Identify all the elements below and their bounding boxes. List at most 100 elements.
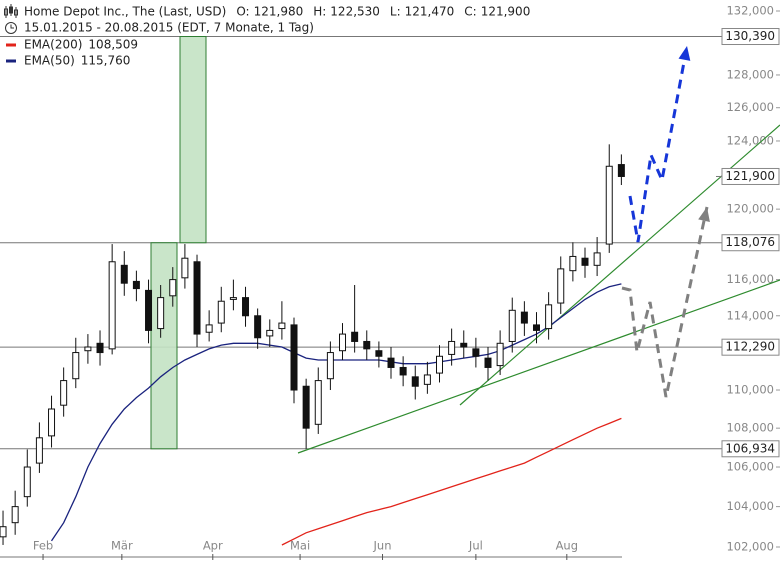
y-tick-label: 116,000	[726, 272, 774, 286]
candle-body	[581, 257, 589, 266]
x-tick-label: Mär	[111, 539, 133, 553]
candle-body	[339, 333, 347, 352]
y-tick-label: 120,000	[726, 202, 774, 216]
y-tick-label: 108,000	[726, 421, 774, 435]
y-tick-label: 132,000	[726, 3, 774, 17]
x-tick-label: Apr	[203, 539, 223, 553]
y-tick-label: 114,000	[726, 308, 774, 322]
candle-body	[181, 257, 189, 279]
stat-value: 121,470	[405, 5, 455, 19]
level-box	[721, 28, 780, 46]
candle-body	[411, 376, 419, 387]
level-label: 112,290	[725, 340, 775, 354]
candle-body	[302, 385, 310, 429]
stat-value: 121,980	[254, 5, 304, 19]
candle-body	[96, 342, 104, 354]
level-box	[721, 234, 780, 252]
candle-body	[23, 466, 31, 498]
candle-body	[496, 342, 504, 367]
arrow-head	[678, 46, 691, 61]
arrow-head	[698, 207, 710, 222]
header: Home Depot Inc., The (Last, USD) 15.01.2…	[4, 4, 314, 35]
candle-body	[472, 348, 480, 357]
candle-body	[120, 264, 128, 284]
candle-body	[387, 357, 395, 368]
candle-body	[351, 331, 359, 342]
candle-body	[532, 324, 540, 331]
x-tick-label: Feb	[33, 539, 53, 553]
ema-line	[281, 417, 622, 546]
x-tick-label: Aug	[556, 539, 578, 553]
candle-body	[60, 380, 68, 406]
level-box	[721, 338, 780, 356]
candle-body	[363, 340, 371, 350]
x-tick-label: Jun	[373, 539, 392, 553]
trend-line	[297, 279, 780, 454]
candle-body	[605, 165, 613, 245]
zone-box	[179, 36, 207, 244]
candle-body	[520, 311, 528, 324]
level-label: 130,390	[725, 29, 775, 43]
candle-body	[35, 437, 43, 464]
candle-body	[460, 342, 468, 348]
y-tick-label: 126,000	[726, 100, 774, 114]
candle-body	[169, 279, 177, 297]
chart-subtitle: 15.01.2015 - 20.08.2015 (EDT, 7 Monate, …	[24, 21, 314, 35]
stat-key: O:	[236, 5, 249, 19]
level-label: 106,934	[725, 441, 775, 455]
candle-body	[448, 340, 456, 355]
candle-body	[242, 297, 250, 317]
candle-body	[423, 374, 431, 385]
candle-body	[484, 357, 492, 368]
candle-body	[557, 268, 565, 304]
candle-body	[157, 297, 165, 330]
candle-body	[72, 352, 80, 380]
candle-body	[617, 164, 625, 177]
y-tick-label: 102,000	[726, 539, 774, 553]
stat-key: C:	[464, 5, 476, 19]
chart-title: Home Depot Inc., The (Last, USD)	[24, 5, 226, 19]
candle-body	[145, 289, 153, 331]
candle-body	[0, 526, 7, 538]
candle-body	[375, 350, 383, 357]
y-tick-label: 110,000	[726, 383, 774, 397]
candle-body	[399, 366, 407, 376]
legend-value: 115,760	[81, 54, 131, 68]
stat-key: H:	[313, 5, 326, 19]
candle-body	[193, 261, 201, 335]
last-price-label: 121,900	[725, 169, 775, 183]
last-price-box	[721, 167, 780, 185]
candle-body	[545, 304, 553, 330]
candle-body	[217, 300, 225, 324]
candle-body	[11, 506, 19, 524]
candle-body	[508, 309, 516, 342]
candle-body	[278, 322, 286, 330]
candle-body	[436, 355, 444, 374]
legend-label: EMA(50)	[24, 54, 75, 68]
y-tick-label: 106,000	[726, 460, 774, 474]
x-tick-label: Jul	[468, 539, 483, 553]
legend-label: EMA(200)	[24, 38, 82, 52]
x-tick-label: Mai	[290, 539, 310, 553]
candle-body	[254, 315, 262, 339]
candle-body	[205, 324, 213, 333]
level-box	[721, 440, 780, 458]
candle-body	[314, 380, 322, 425]
candle-body	[290, 324, 298, 391]
candle-body	[48, 408, 56, 437]
ema-line	[50, 283, 622, 542]
candle-body	[326, 352, 334, 380]
stat-value: 121,900	[481, 5, 531, 19]
candle-body	[593, 252, 601, 266]
candle-body	[266, 329, 274, 337]
candle-body	[229, 297, 237, 300]
candle-body	[84, 346, 92, 352]
projection-arrow	[628, 45, 689, 243]
candle-body	[569, 255, 577, 272]
y-tick-label: 128,000	[726, 67, 774, 81]
stat-key: L:	[390, 5, 401, 19]
chart-icon	[4, 4, 18, 18]
stat-value: 122,530	[330, 5, 380, 19]
candle-body	[108, 261, 116, 350]
